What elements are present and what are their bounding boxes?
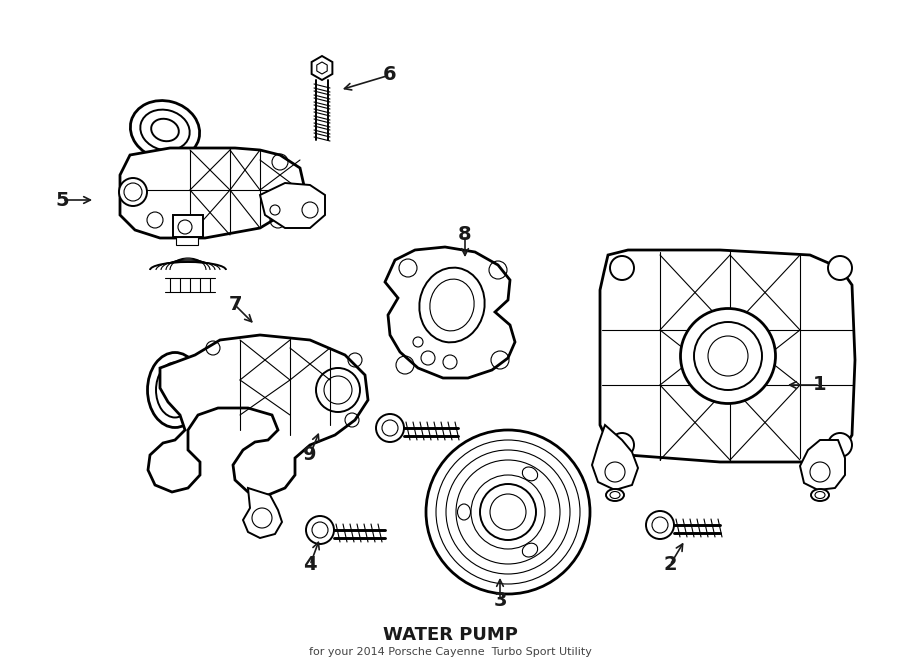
Text: 3: 3 [493, 590, 507, 609]
Text: 2: 2 [663, 555, 677, 574]
Ellipse shape [148, 352, 202, 428]
Text: 5: 5 [55, 190, 68, 210]
Circle shape [376, 414, 404, 442]
Ellipse shape [457, 504, 471, 520]
Text: 6: 6 [383, 65, 397, 85]
Ellipse shape [151, 119, 179, 141]
Polygon shape [243, 488, 282, 538]
Ellipse shape [694, 322, 762, 390]
Circle shape [610, 433, 634, 457]
Ellipse shape [606, 489, 624, 501]
Ellipse shape [130, 100, 200, 159]
Ellipse shape [680, 309, 776, 403]
Circle shape [480, 484, 536, 540]
Circle shape [828, 256, 852, 280]
Ellipse shape [140, 110, 190, 150]
Polygon shape [385, 247, 515, 378]
Text: for your 2014 Porsche Cayenne  Turbo Sport Utility: for your 2014 Porsche Cayenne Turbo Spor… [309, 647, 591, 657]
Text: 9: 9 [303, 446, 317, 465]
Text: 4: 4 [303, 555, 317, 574]
Circle shape [306, 516, 334, 544]
Text: 8: 8 [458, 225, 472, 245]
Ellipse shape [811, 489, 829, 501]
Ellipse shape [419, 268, 485, 342]
Polygon shape [600, 250, 855, 462]
Polygon shape [311, 56, 332, 80]
Polygon shape [260, 183, 325, 228]
Polygon shape [148, 335, 368, 495]
Ellipse shape [708, 336, 748, 376]
Polygon shape [317, 62, 328, 74]
Circle shape [646, 511, 674, 539]
Text: WATER PUMP: WATER PUMP [382, 626, 518, 644]
Ellipse shape [522, 467, 537, 481]
Polygon shape [800, 440, 845, 490]
Polygon shape [120, 148, 305, 238]
Text: 7: 7 [229, 295, 242, 315]
Circle shape [828, 433, 852, 457]
Circle shape [119, 178, 147, 206]
Bar [173, 215, 203, 237]
Ellipse shape [522, 543, 537, 557]
Bar [176, 237, 198, 245]
Ellipse shape [156, 362, 194, 418]
Polygon shape [592, 425, 638, 490]
Text: 1: 1 [814, 375, 827, 395]
Circle shape [610, 256, 634, 280]
